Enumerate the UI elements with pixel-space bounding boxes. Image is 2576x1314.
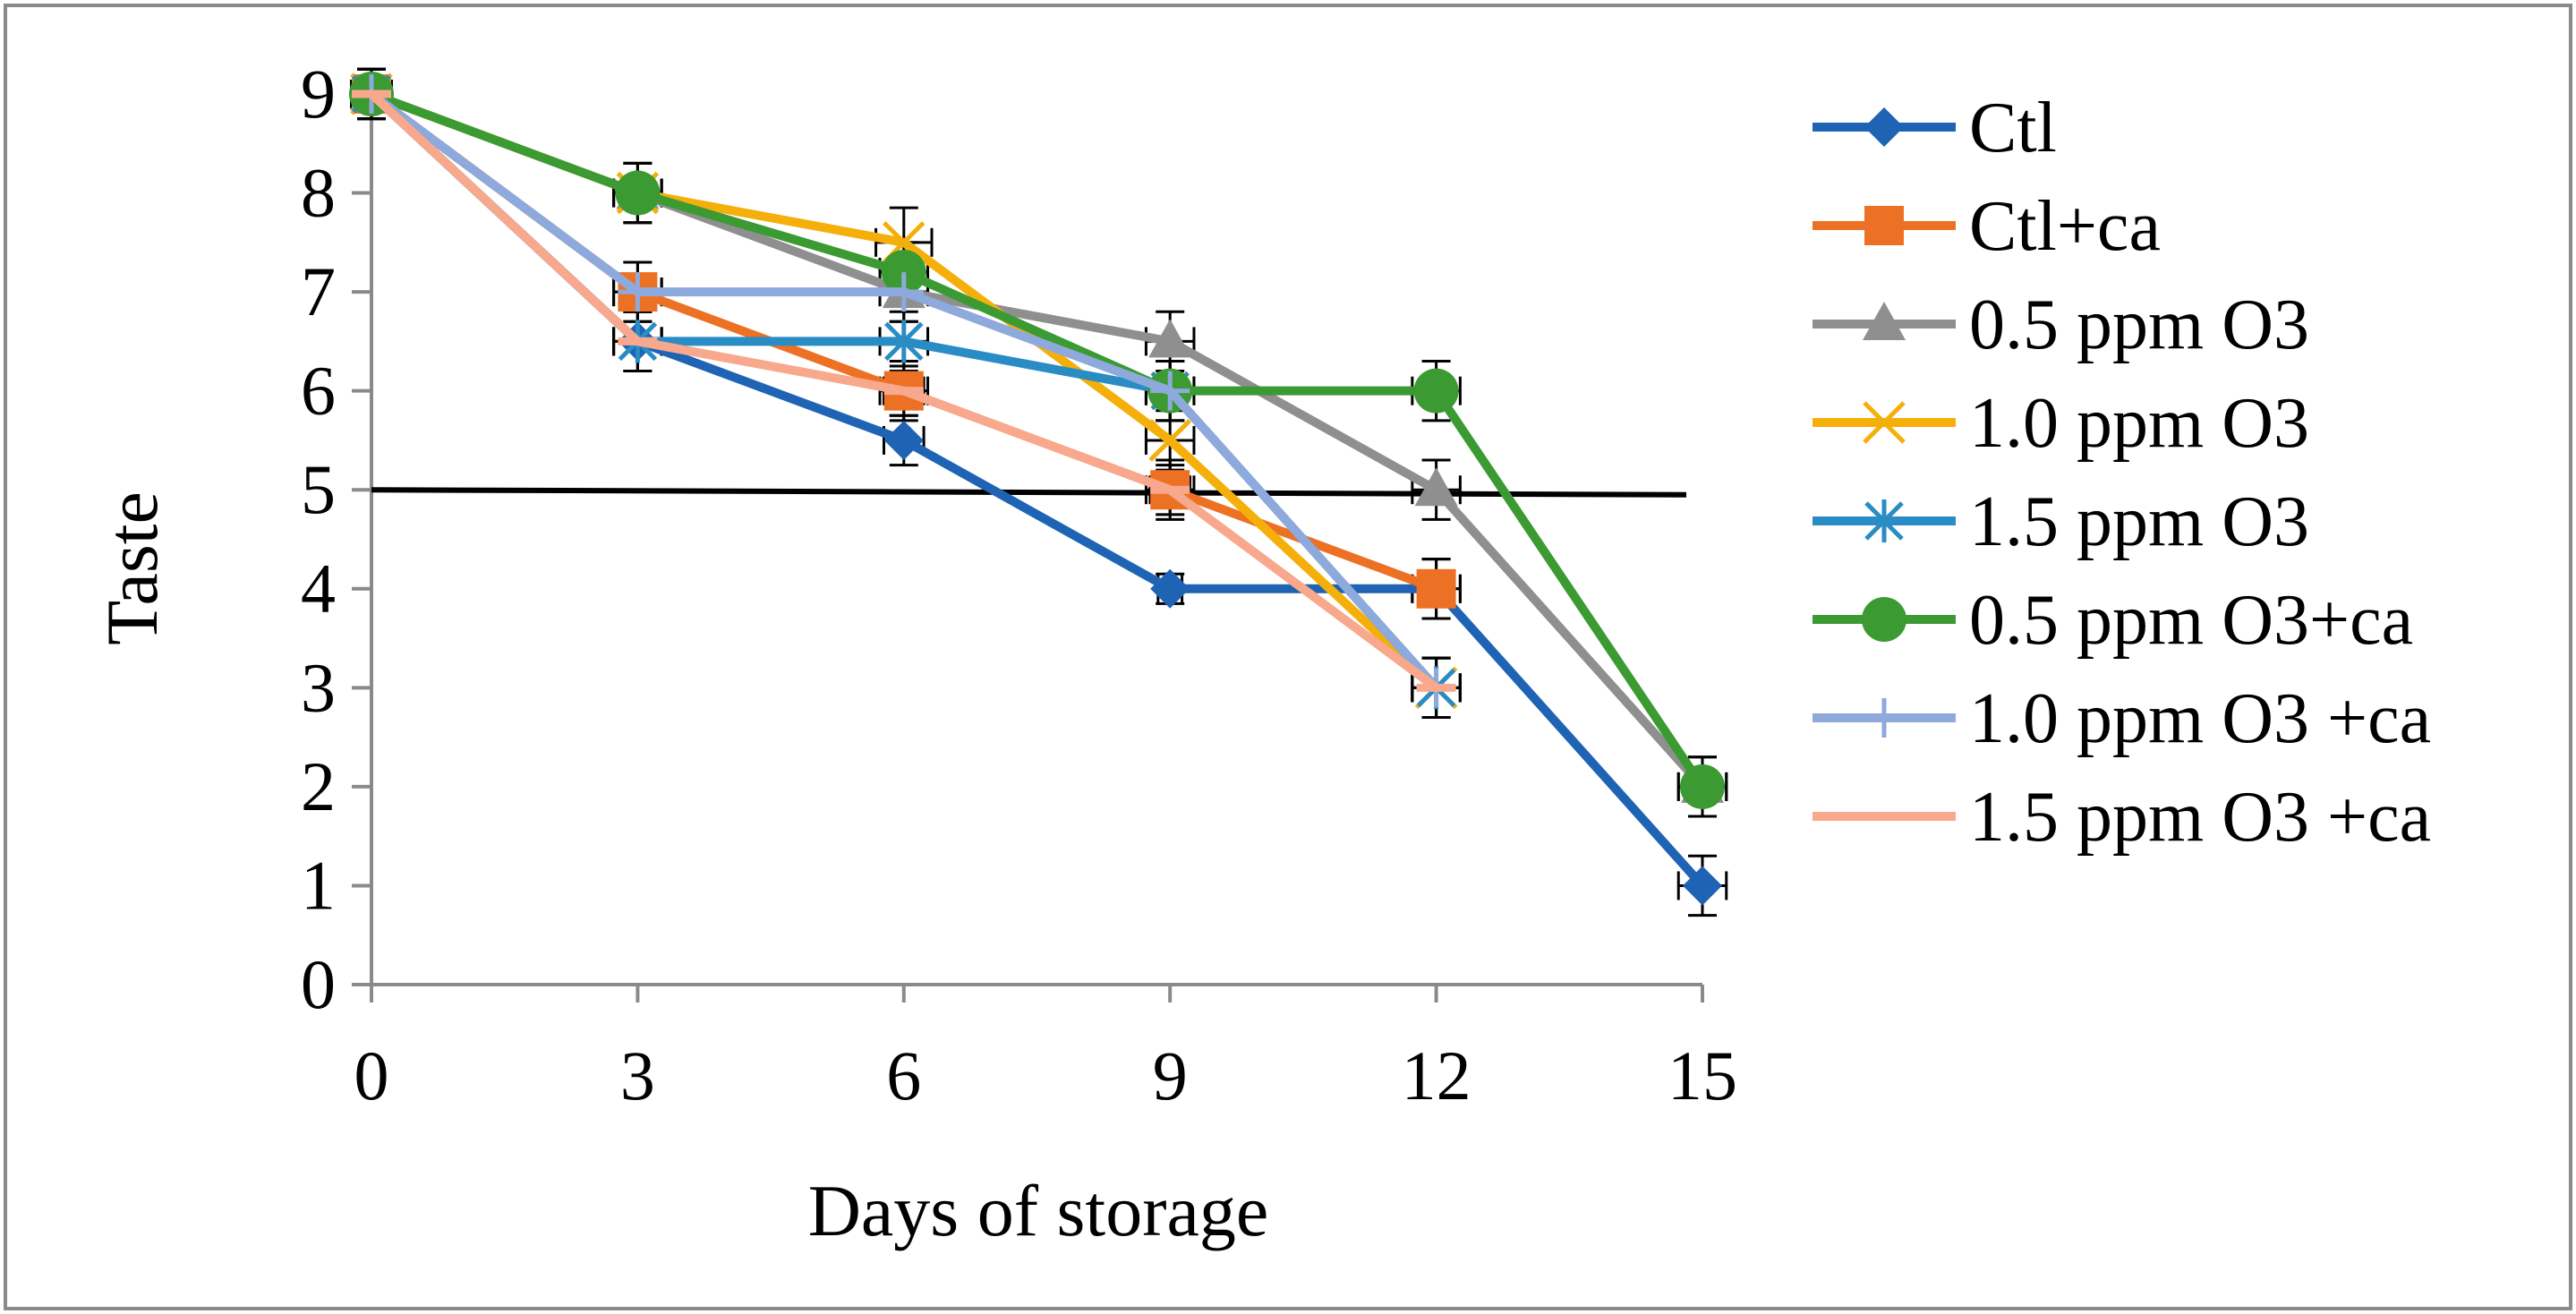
legend-entry: 1.0 ppm O3 +ca (1813, 679, 2431, 758)
data-point-marker (618, 272, 658, 312)
x-tick-label: 9 (1153, 1037, 1188, 1114)
data-point-marker (1148, 319, 1192, 358)
legend: Ctl Ctl+ca 0.5 ppm O3 1.0 ppm O3 1.5 ppm O3 0… (1813, 89, 2431, 857)
legend-entry: 1.5 ppm O3 (1813, 482, 2309, 561)
y-tick-label: 0 (301, 945, 336, 1023)
data-point-marker (1413, 368, 1459, 414)
legend-label: 1.0 ppm O3 +ca (1969, 679, 2431, 758)
x-tick-label: 0 (354, 1037, 389, 1114)
legend-entry: Ctl+ca (1813, 187, 2161, 266)
data-point-marker (1864, 107, 1904, 147)
y-tick-label: 9 (301, 55, 336, 132)
data-point-marker (1416, 568, 1456, 609)
legend-label: 1.0 ppm O3 (1969, 384, 2309, 463)
legend-label: 0.5 ppm O3 (1969, 286, 2309, 364)
legend-entry: Ctl (1813, 89, 2057, 167)
data-point-marker (1863, 302, 1906, 340)
legend-label: 1.5 ppm O3 (1969, 482, 2309, 561)
data-point-marker (881, 250, 926, 294)
data-point-marker (615, 170, 661, 216)
marker-stroke (1863, 401, 1906, 444)
series-group (349, 72, 1725, 906)
x-tick-label: 3 (620, 1037, 655, 1114)
x-tick-label: 15 (1668, 1037, 1737, 1114)
data-point-marker (883, 272, 924, 312)
y-tick-label: 2 (301, 747, 336, 825)
y-tick-label: 8 (301, 154, 336, 232)
legend-entry: 0.5 ppm O3+ca (1813, 581, 2413, 660)
legend-label: 0.5 ppm O3+ca (1969, 581, 2413, 660)
y-axis-title: Taste (91, 491, 173, 645)
x-axis-title: Days of storage (808, 1170, 1269, 1251)
data-point-marker (1683, 866, 1722, 906)
series (352, 90, 1456, 693)
data-point-marker (883, 420, 924, 460)
data-point-marker (1150, 568, 1190, 609)
x-tick-label: 6 (886, 1037, 921, 1114)
y-tick-label: 3 (301, 648, 336, 726)
legend-label: Ctl (1969, 89, 2057, 167)
legend-label: 1.5 ppm O3 +ca (1969, 778, 2431, 857)
data-point-marker (1862, 597, 1906, 642)
data-point-marker (1148, 419, 1191, 462)
y-tick-label: 4 (301, 550, 336, 627)
reference-line (371, 487, 1687, 498)
legend-entry: 1.0 ppm O3 (1813, 384, 2309, 463)
legend-label: Ctl+ca (1969, 187, 2161, 266)
data-point-marker (1863, 401, 1906, 444)
data-point-marker (1414, 467, 1458, 507)
y-tick-label: 1 (301, 846, 336, 924)
x-tick-label: 12 (1402, 1037, 1471, 1114)
data-point-marker (884, 320, 924, 363)
data-point-marker (1864, 206, 1904, 245)
y-tick-label: 6 (301, 352, 336, 430)
data-point-marker (1864, 698, 1904, 738)
series-line (367, 90, 1707, 791)
y-tick-label: 5 (301, 450, 336, 528)
legend-entry: 0.5 ppm O3 (1813, 286, 2309, 364)
marker-stroke (1148, 419, 1191, 462)
chart-border (4, 4, 2572, 1310)
legend-entry: 1.5 ppm O3 +ca (1813, 778, 2431, 857)
data-point-marker (1680, 764, 1725, 809)
data-point-marker (1864, 499, 1904, 542)
y-tick-label: 7 (301, 252, 336, 330)
data-point-marker (1150, 371, 1190, 411)
reference-line-group (371, 487, 1687, 498)
